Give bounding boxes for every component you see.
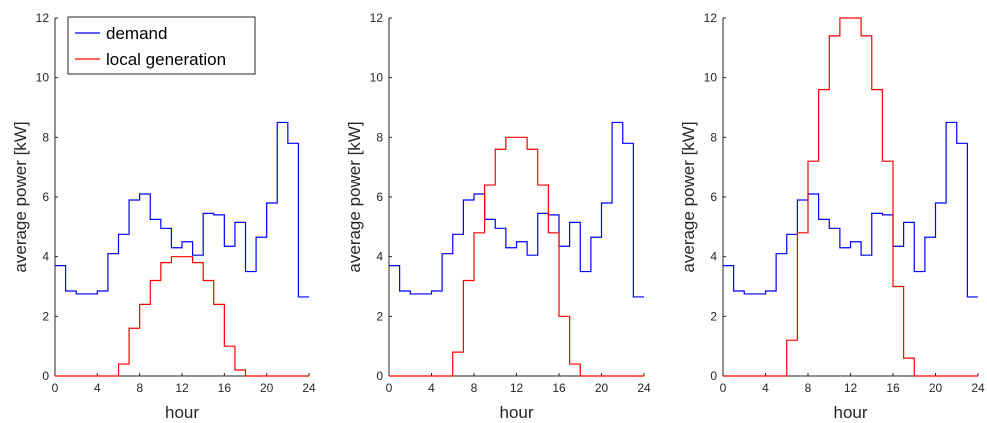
y-tick-label: 4 <box>376 250 383 264</box>
x-tick-label: 12 <box>844 381 858 395</box>
y-tick-label: 2 <box>710 309 717 323</box>
x-tick-label: 24 <box>302 381 316 395</box>
series-line-local-generation <box>723 17 978 377</box>
x-tick-label: 8 <box>805 381 812 395</box>
legend-label-local-generation: local generation <box>106 50 226 69</box>
x-tick-label: 20 <box>929 381 943 395</box>
x-tick-label: 8 <box>471 381 478 395</box>
x-tick-label: 20 <box>260 381 274 395</box>
y-tick-label: 0 <box>710 369 717 383</box>
y-axis-label: average power [kW] <box>679 121 698 272</box>
x-tick-label: 16 <box>218 381 232 395</box>
legend: demand local generation <box>67 16 256 75</box>
y-tick-label: 4 <box>42 250 49 264</box>
y-tick-label: 8 <box>376 130 383 144</box>
y-axis-label: average power [kW] <box>345 121 364 272</box>
y-tick-label: 6 <box>710 190 717 204</box>
y-tick-label: 6 <box>42 190 49 204</box>
x-tick-label: 12 <box>175 381 189 395</box>
x-tick-label: 24 <box>971 381 985 395</box>
series-line-local-generation <box>55 256 309 377</box>
y-tick-label: 10 <box>36 71 50 85</box>
x-tick-label: 16 <box>886 381 900 395</box>
series-line-local-generation <box>389 136 644 377</box>
x-tick-label: 12 <box>510 381 524 395</box>
y-tick-label: 8 <box>710 130 717 144</box>
y-axis-label: average power [kW] <box>11 121 30 272</box>
series-line-demand <box>55 121 309 298</box>
x-axis-label: hour <box>165 403 199 422</box>
x-tick-label: 24 <box>637 381 651 395</box>
x-tick-label: 20 <box>595 381 609 395</box>
x-tick-label: 4 <box>428 381 435 395</box>
y-tick-label: 8 <box>42 130 49 144</box>
y-tick-label: 4 <box>710 250 717 264</box>
x-tick-label: 4 <box>762 381 769 395</box>
x-tick-label: 0 <box>720 381 727 395</box>
y-tick-label: 12 <box>704 11 718 25</box>
y-tick-label: 2 <box>42 309 49 323</box>
x-tick-label: 4 <box>94 381 101 395</box>
y-tick-label: 2 <box>376 309 383 323</box>
x-tick-label: 8 <box>136 381 143 395</box>
y-tick-label: 12 <box>36 11 50 25</box>
x-axis-label: hour <box>833 403 867 422</box>
legend-box <box>67 16 256 75</box>
y-tick-label: 6 <box>376 190 383 204</box>
x-tick-label: 0 <box>52 381 59 395</box>
x-tick-label: 0 <box>386 381 393 395</box>
y-tick-label: 12 <box>370 11 384 25</box>
y-tick-label: 10 <box>370 71 384 85</box>
y-tick-label: 0 <box>376 369 383 383</box>
y-tick-label: 10 <box>704 71 718 85</box>
series-line-demand <box>723 121 978 298</box>
x-axis-label: hour <box>499 403 533 422</box>
y-tick-label: 0 <box>42 369 49 383</box>
x-tick-label: 16 <box>552 381 566 395</box>
series-line-demand <box>389 121 644 298</box>
legend-label-demand: demand <box>106 24 167 43</box>
